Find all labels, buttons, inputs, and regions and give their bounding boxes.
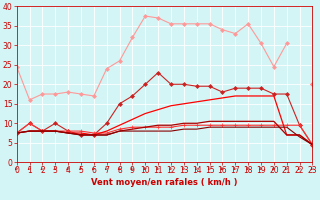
X-axis label: Vent moyen/en rafales ( km/h ): Vent moyen/en rafales ( km/h )	[91, 178, 238, 187]
